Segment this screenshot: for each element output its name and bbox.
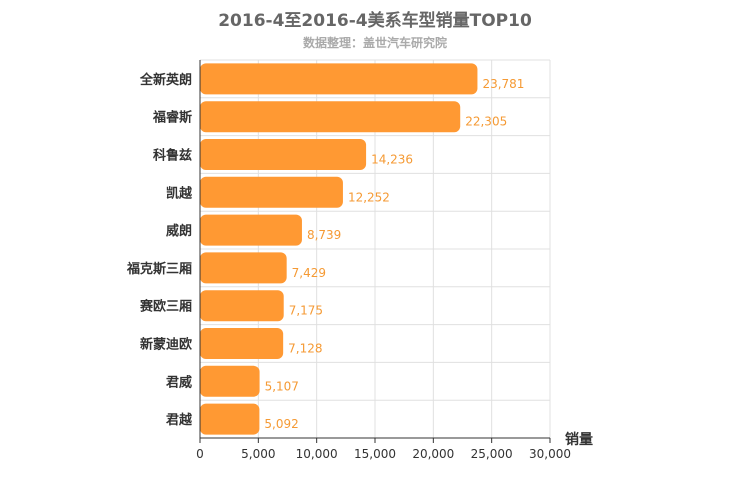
category-label: 福睿斯 [152,110,192,126]
bar[interactable] [200,176,343,208]
x-tick-label: 15,000 [354,447,396,461]
x-tick-label: 20,000 [412,447,454,461]
x-tick-label: 5,000 [241,447,275,461]
bar[interactable] [200,290,284,322]
value-label: 23,781 [482,77,524,91]
bar[interactable] [200,365,260,397]
value-label: 7,429 [292,266,326,280]
value-label: 5,107 [265,379,299,393]
value-label: 5,092 [264,417,298,431]
chart-subtitle: 数据整理：盖世汽车研究院 [303,35,447,50]
bar[interactable] [200,101,461,133]
bar[interactable] [200,252,287,284]
category-label: 威朗 [166,223,192,239]
value-label: 7,175 [289,304,323,318]
chart-title: 2016-4至2016-4美系车型销量TOP10 [218,10,532,31]
category-label: 君越 [166,412,193,428]
x-tick-label: 25,000 [471,447,513,461]
bar[interactable] [200,139,367,170]
category-label: 君威 [166,374,192,390]
bar[interactable] [200,214,302,246]
category-label: 全新英朗 [139,72,192,88]
bar[interactable] [200,328,284,359]
value-label: 22,305 [465,115,507,129]
x-tick-label: 10,000 [296,447,338,461]
bar[interactable] [200,63,478,95]
category-label: 赛欧三厢 [139,299,192,315]
x-axis-ticks: 0 5,000 10,000 15,000 20,000 25,000 30,000 [196,438,571,461]
x-tick-label: 30,000 [529,447,571,461]
category-label: 福克斯三厢 [126,261,192,277]
value-labels: 23,781 22,305 14,236 12,252 8,739 7,429 7,175 7… [264,77,524,431]
bar[interactable] [200,403,260,435]
category-label: 新蒙迪欧 [140,337,192,353]
category-label: 凯越 [166,185,193,201]
value-label: 8,739 [307,228,341,242]
value-label: 12,252 [348,190,390,204]
value-label: 14,236 [371,153,413,167]
category-label: 科鲁兹 [153,148,192,164]
x-tick-label: 0 [196,447,204,461]
bars [200,63,478,435]
value-label: 7,128 [288,342,322,356]
x-axis-label: 销量 [565,431,593,448]
